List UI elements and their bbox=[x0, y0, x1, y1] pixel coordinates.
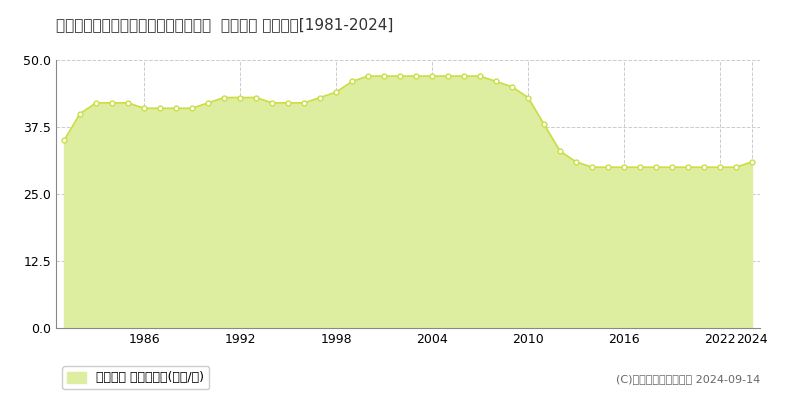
Text: (C)土地価格ドットコム 2024-09-14: (C)土地価格ドットコム 2024-09-14 bbox=[616, 374, 760, 384]
Text: 高知県高知市赤石町字ミドロ８８番４  地価公示 地価推移[1981-2024]: 高知県高知市赤石町字ミドロ８８番４ 地価公示 地価推移[1981-2024] bbox=[56, 17, 394, 32]
Legend: 地価公示 平均坪単価(万円/坪): 地価公示 平均坪単価(万円/坪) bbox=[62, 366, 209, 390]
